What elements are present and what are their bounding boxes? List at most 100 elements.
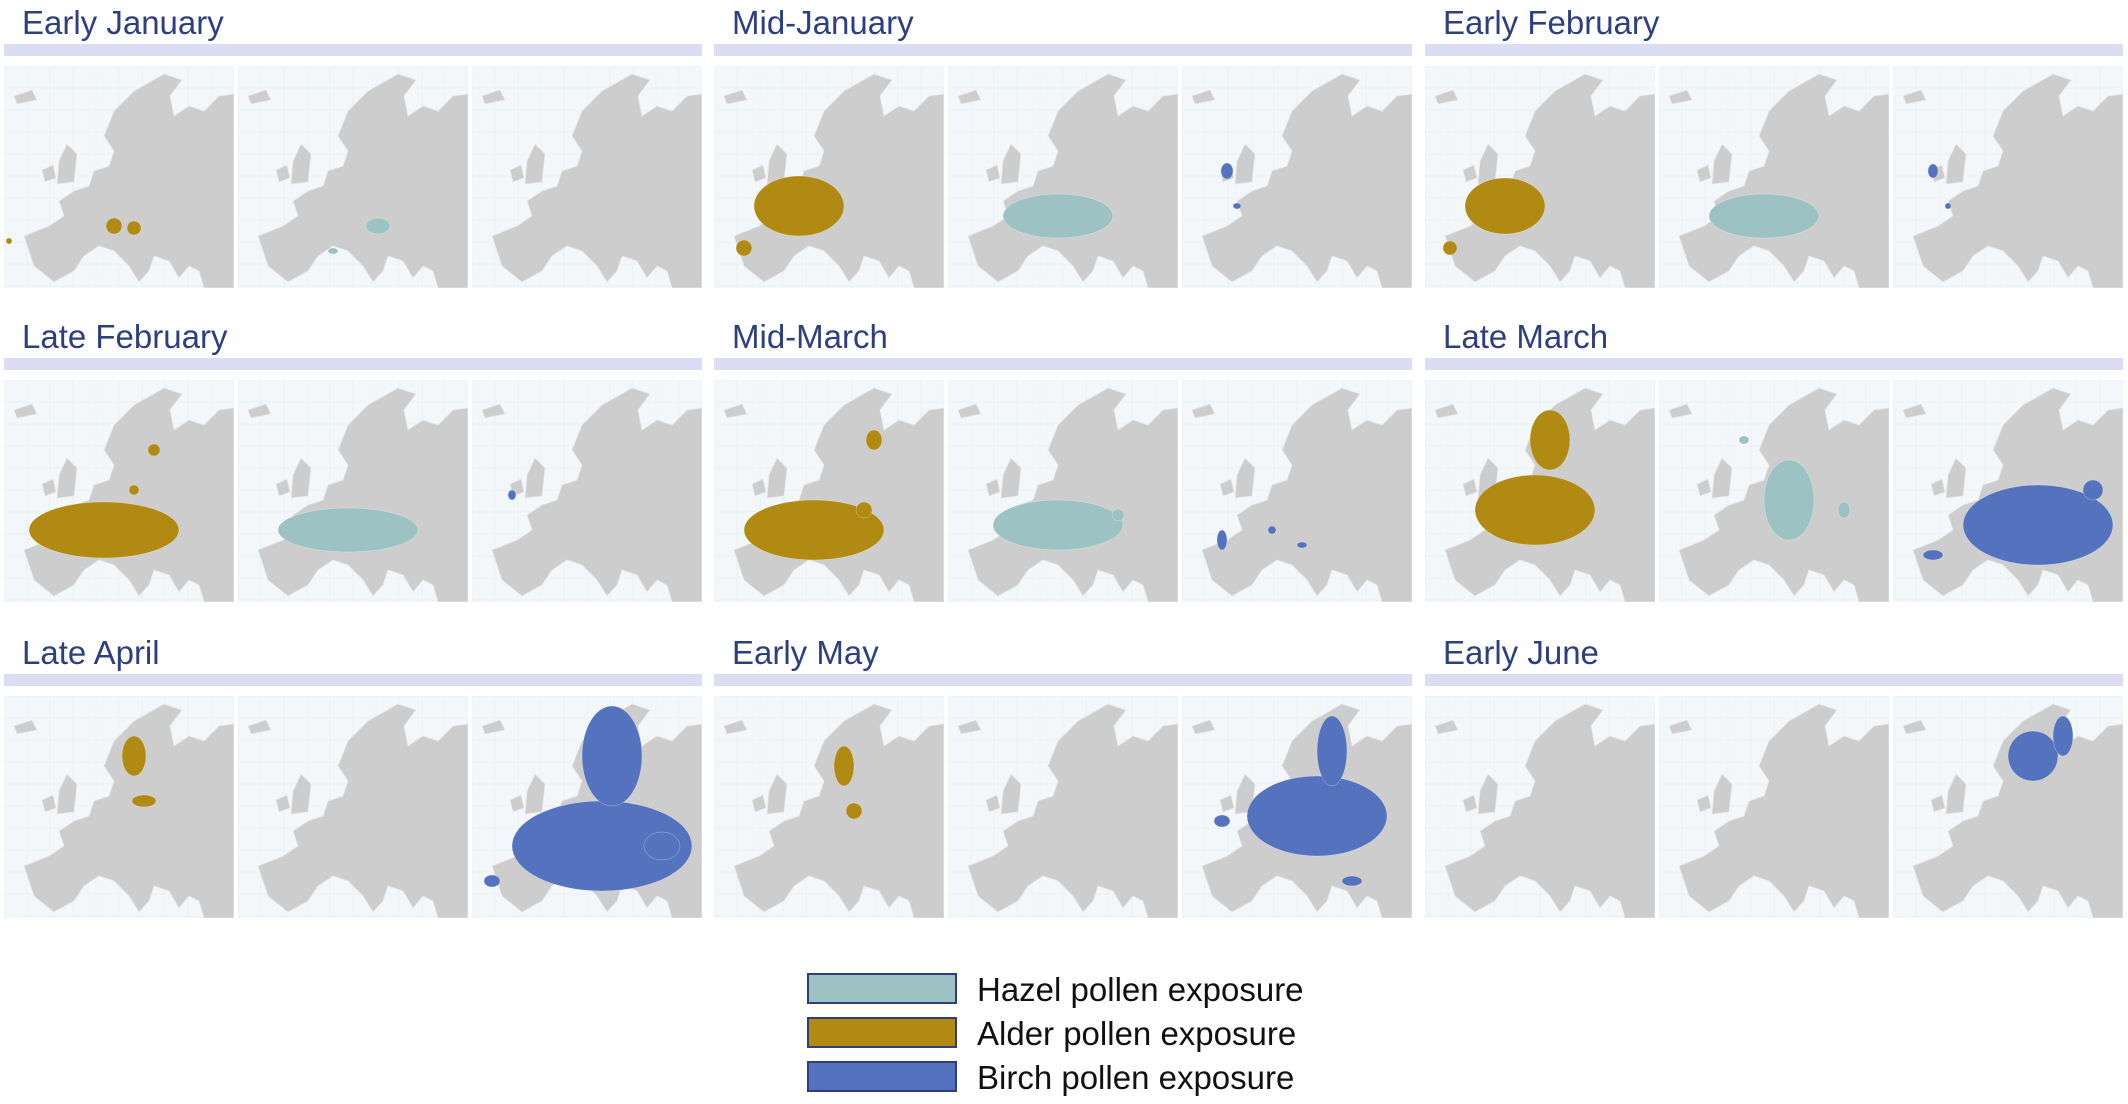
pollen-area [845, 802, 863, 820]
map [1659, 66, 1889, 288]
pollen-area [126, 220, 142, 236]
pollen-area [1213, 814, 1231, 828]
pollen-area [833, 745, 855, 787]
land [56, 457, 78, 499]
land [1711, 143, 1733, 185]
land [524, 773, 546, 815]
pollen-area [1738, 435, 1750, 445]
period-panel: Late February [4, 318, 702, 608]
land [13, 719, 38, 735]
land [1711, 773, 1733, 815]
pollen-area [28, 501, 180, 559]
legend-item: Hazel pollen exposure [807, 971, 1407, 1008]
land [524, 457, 546, 499]
land [1945, 457, 1967, 499]
land [766, 457, 788, 499]
land [1930, 478, 1946, 497]
map [472, 66, 702, 288]
land [1668, 89, 1693, 105]
land [985, 164, 1001, 183]
map [714, 380, 944, 602]
land [1678, 703, 1889, 918]
land [1668, 403, 1693, 419]
pollen-area [121, 735, 147, 777]
legend-label: Birch pollen exposure [977, 1059, 1295, 1096]
land [257, 73, 468, 288]
pollen-area [1216, 529, 1228, 551]
map [1425, 66, 1655, 288]
land [1434, 89, 1459, 105]
land [247, 403, 272, 419]
land [275, 794, 291, 813]
land [1912, 73, 2123, 288]
map [472, 696, 702, 918]
land [1191, 89, 1216, 105]
land [1696, 794, 1712, 813]
land [1444, 703, 1655, 918]
map-row [1425, 380, 2123, 602]
period-panel: Early January [4, 4, 702, 294]
pollen-area [483, 874, 501, 888]
land [1191, 403, 1216, 419]
map [4, 696, 234, 918]
map [714, 696, 944, 918]
pollen-area [131, 794, 157, 808]
period-panel: Late April [4, 634, 702, 924]
land [985, 794, 1001, 813]
map [472, 380, 702, 602]
map [948, 380, 1178, 602]
pollen-area [277, 507, 419, 553]
land [957, 403, 982, 419]
title-bar [4, 44, 702, 56]
title-bar [1425, 358, 2123, 370]
land [491, 387, 702, 602]
map [1893, 696, 2123, 918]
pollen-area [2052, 715, 2074, 757]
land [290, 773, 312, 815]
land [985, 478, 1001, 497]
legend-swatch [807, 1017, 957, 1048]
pollen-area [1341, 875, 1363, 887]
land [1696, 164, 1712, 183]
legend-item: Birch pollen exposure [807, 1059, 1407, 1096]
land [56, 143, 78, 185]
land [23, 703, 234, 918]
map [714, 66, 944, 288]
land [1912, 703, 2123, 918]
title-bar [714, 674, 1412, 686]
land [13, 89, 38, 105]
map [1182, 380, 1412, 602]
land [1945, 773, 1967, 815]
pollen-area [1111, 508, 1125, 522]
period-title: Mid-March [732, 318, 888, 355]
pollen-area [1474, 474, 1596, 546]
map [1182, 66, 1412, 288]
land [257, 703, 468, 918]
map-row [1425, 696, 2123, 918]
land [1234, 457, 1256, 499]
pollen-area [1246, 775, 1388, 857]
pollen-area [1962, 484, 2114, 566]
land [275, 164, 291, 183]
pollen-area [855, 501, 873, 519]
land [1434, 719, 1459, 735]
land [766, 143, 788, 185]
period-title: Late April [22, 634, 160, 671]
period-panel: Early February [1425, 4, 2123, 294]
map [948, 66, 1178, 288]
land [766, 773, 788, 815]
land [751, 164, 767, 183]
land [491, 73, 702, 288]
pollen-area [2007, 730, 2059, 782]
land [733, 703, 944, 918]
pollen-area [147, 443, 161, 457]
map [238, 380, 468, 602]
pollen-area [1316, 715, 1348, 787]
pollen-area [128, 484, 140, 496]
period-title: Early February [1443, 4, 1660, 41]
land [967, 387, 1178, 602]
pollen-area [1296, 541, 1308, 549]
map [1659, 696, 1889, 918]
period-panel: Early June [1425, 634, 2123, 924]
